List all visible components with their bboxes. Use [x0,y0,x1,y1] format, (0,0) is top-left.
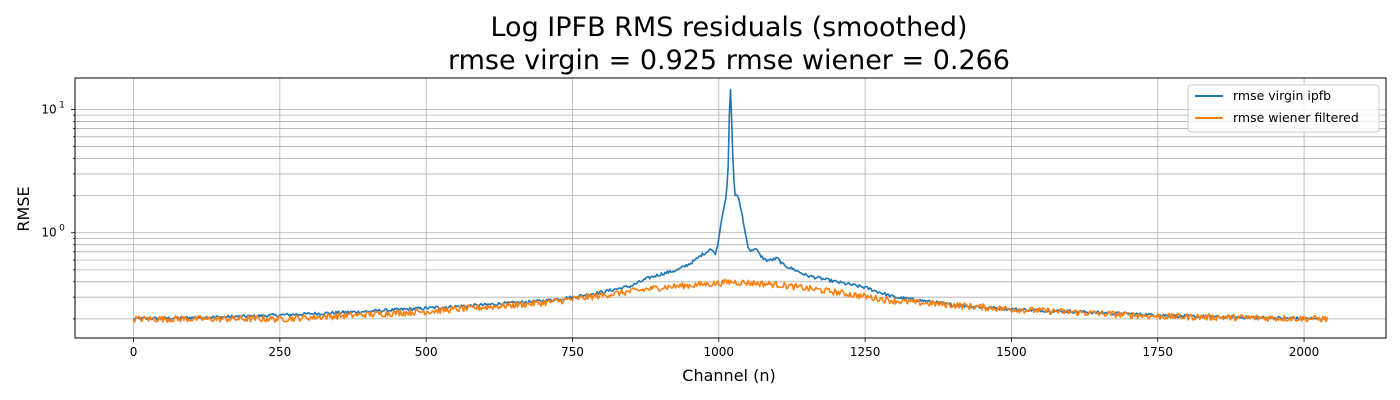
x-axis: 0 250 500 750 1000 1250 1500 1750 2000 [130,338,1320,359]
y-axis-label: RMSE [14,186,33,231]
x-tick-label: 2000 [1289,345,1320,359]
x-tick-label: 1000 [704,345,735,359]
legend-label-wiener: rmse wiener filtered [1233,110,1359,125]
legend-box [1187,84,1380,133]
series-line-virgin [132,88,1329,322]
x-tick-label: 500 [415,345,438,359]
x-tick-label: 750 [561,345,584,359]
legend-label-virgin: rmse virgin ipfb [1233,88,1331,103]
x-tick-label: 1500 [996,345,1027,359]
y-tick-label: 10 [41,102,56,116]
x-tick-label: 1750 [1142,345,1173,359]
x-tick-label: 250 [268,345,291,359]
legend: rmse virgin ipfb rmse wiener filtered [1187,84,1380,133]
series-line-wiener [132,278,1329,323]
y-tick-exponent: 0 [59,224,65,234]
x-tick-label: 1250 [850,345,881,359]
chart-title-line-2: rmse virgin = 0.925 rmse wiener = 0.266 [448,45,1010,76]
chart-title-line-1: Log IPFB RMS residuals (smoothed) [490,12,967,43]
y-tick-exponent: 1 [59,100,65,110]
y-tick-label: 10 [41,226,56,240]
plot-area [132,88,1329,323]
x-axis-label: Channel (n) [682,366,775,385]
x-tick-label: 0 [130,345,138,359]
plot-frame [74,77,1387,339]
